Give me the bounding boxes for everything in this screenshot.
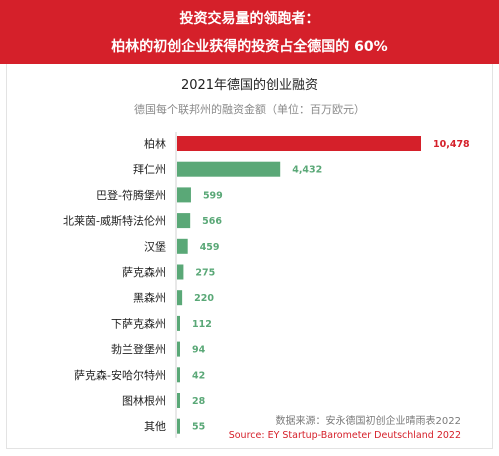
bar (177, 161, 281, 177)
bar (177, 136, 421, 151)
category-label: 勃兰登堡州 (111, 342, 166, 356)
bar (177, 187, 191, 203)
headline-line-2: 柏林的初创企业获得的投资占全德国的 60% (111, 39, 388, 55)
bar (177, 238, 188, 254)
category-label: 巴登-符腾堡州 (96, 188, 166, 202)
value-label: 42 (192, 370, 205, 381)
category-label: 图林根州 (122, 394, 166, 408)
source-en: Source: EY Startup-Barometer Deutschland… (228, 430, 461, 441)
value-label: 4,432 (292, 165, 322, 176)
chart-subtitle: 德国每个联邦州的融资金额（单位：百万欧元） (134, 103, 365, 116)
chart-panel (6, 64, 493, 449)
bar (177, 264, 184, 280)
bar (177, 290, 183, 306)
source-cn: 数据来源：安永德国初创企业晴雨表2022 (275, 416, 461, 427)
bar (177, 367, 180, 383)
category-label: 下萨克森州 (111, 316, 166, 330)
chart-title: 2021年德国的创业融资 (180, 78, 319, 93)
headline-banner: 投资交易量的领跑者： 柏林的初创企业获得的投资占全德国的 60% (0, 0, 499, 64)
value-label: 599 (203, 190, 223, 201)
category-label: 汉堡 (144, 239, 166, 253)
value-label: 566 (202, 216, 222, 227)
bar (177, 213, 191, 229)
value-label: 94 (192, 345, 206, 356)
value-label: 55 (192, 422, 205, 433)
category-label: 北莱茵-威斯特法伦州 (63, 214, 166, 228)
value-label: 112 (192, 319, 212, 330)
bar (177, 341, 180, 357)
bar (177, 315, 180, 331)
category-label: 萨克森州 (122, 265, 166, 279)
value-label: 275 (195, 268, 215, 279)
value-label: 220 (194, 293, 214, 304)
bar (177, 418, 180, 434)
category-label: 其他 (144, 420, 166, 433)
bar (177, 393, 180, 408)
category-label: 柏林 (144, 137, 166, 151)
category-label: 黑森州 (133, 291, 166, 305)
category-label: 萨克森-安哈尔特州 (74, 368, 166, 382)
category-label: 拜仁州 (133, 163, 166, 176)
headline-line-1: 投资交易量的领跑者： (179, 11, 320, 27)
value-label: 10,478 (433, 139, 470, 150)
value-label: 459 (200, 242, 220, 253)
value-label: 28 (192, 396, 206, 407)
